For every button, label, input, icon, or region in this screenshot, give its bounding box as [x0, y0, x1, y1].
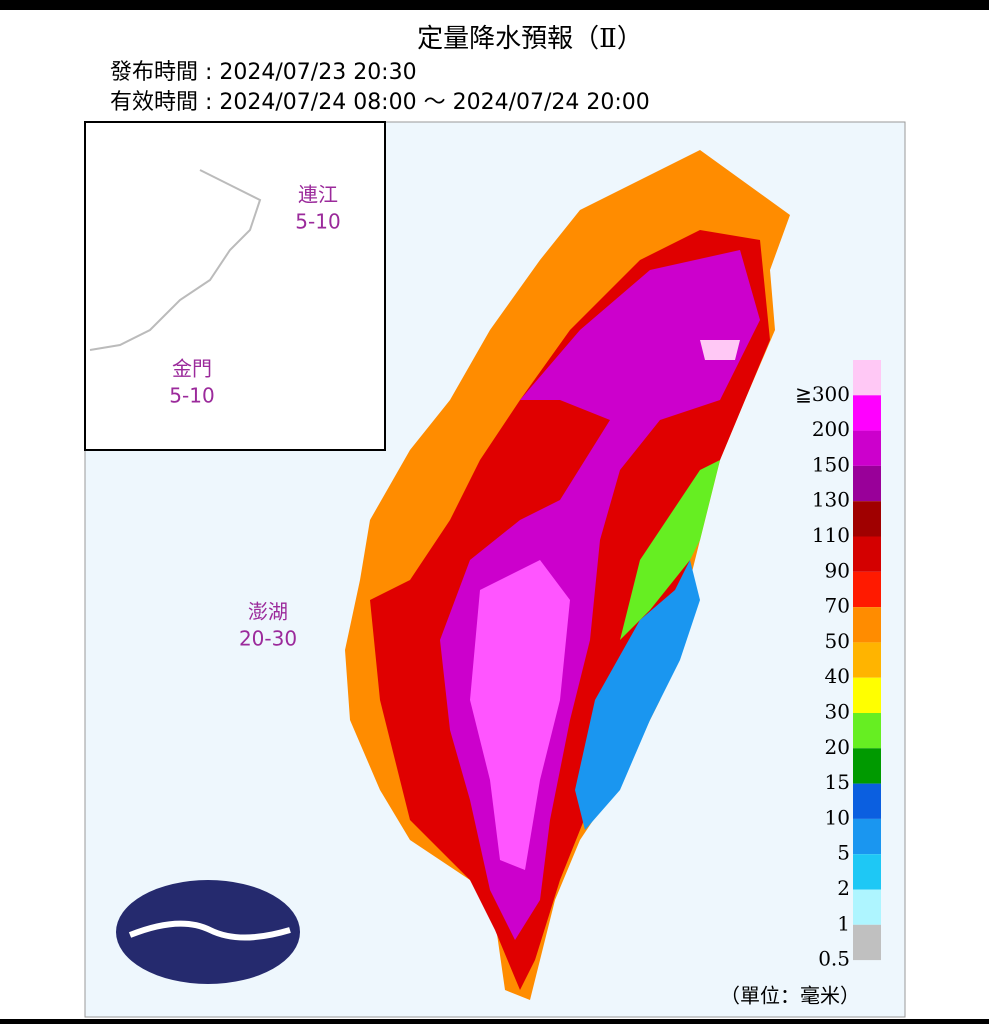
legend-label: 50: [825, 629, 850, 653]
inset-coast: [89, 169, 262, 351]
legend-swatch: [853, 748, 881, 784]
legend-label: 2: [837, 876, 850, 900]
legend-swatch: [853, 360, 881, 396]
legend-label: 110: [812, 523, 850, 547]
legend-label: 150: [812, 452, 850, 476]
inset: [84, 121, 386, 451]
zone: [700, 340, 740, 360]
legend-swatch: [853, 713, 881, 749]
title: 定量降水預報（Ⅱ）: [417, 24, 643, 54]
legend-swatch: [853, 571, 881, 608]
legend-label: 30: [825, 700, 850, 724]
island-range: 5-10: [169, 384, 214, 408]
legend-label: 1: [837, 911, 850, 935]
legend-swatch: [853, 677, 881, 713]
legend-swatch: [853, 607, 881, 643]
legend-swatch: [853, 924, 881, 961]
legend-label: 15: [825, 770, 850, 794]
legend-swatch: [853, 889, 881, 925]
island-name: 連江: [298, 183, 338, 207]
legend-label: 40: [825, 664, 850, 688]
top-bar: [0, 0, 989, 10]
island-name: 澎湖: [248, 600, 288, 624]
legend-swatch: [853, 854, 881, 890]
legend-swatch: [853, 465, 881, 502]
legend-label: 90: [825, 558, 850, 582]
taiwan: [345, 150, 790, 1000]
zone: [575, 560, 700, 830]
legend-label: 0.5: [818, 947, 850, 971]
island-name: 金門: [172, 357, 212, 381]
legend-swatch: [853, 536, 881, 572]
legend-label: ≧300: [795, 382, 850, 406]
island-range: 5-10: [295, 210, 340, 234]
legend-swatch: [853, 395, 881, 431]
issued: 發布時間 : 2024/07/23 20:30: [110, 60, 417, 85]
legend-label: 70: [825, 594, 850, 618]
zone: [620, 460, 720, 640]
legend-label: 20: [825, 735, 850, 759]
zone: [470, 560, 570, 870]
legend-swatch: [853, 818, 881, 855]
legend-swatch: [853, 783, 881, 819]
bottom-bar: [0, 1019, 989, 1024]
legend-label: 10: [825, 805, 850, 829]
legend-label: 200: [812, 417, 850, 441]
legend-swatch: [853, 430, 881, 466]
island-range: 20-30: [239, 627, 297, 651]
unit: （單位：毫米）: [720, 984, 860, 1008]
legend-label: 5: [837, 841, 850, 865]
valid: 有效時間 : 2024/07/24 08:00 ～ 2024/07/24 20:…: [110, 90, 650, 115]
legend-label: 130: [812, 488, 850, 512]
legend-swatch: [853, 642, 881, 678]
legend-swatch: [853, 501, 881, 537]
logo-mark: [128, 920, 291, 941]
